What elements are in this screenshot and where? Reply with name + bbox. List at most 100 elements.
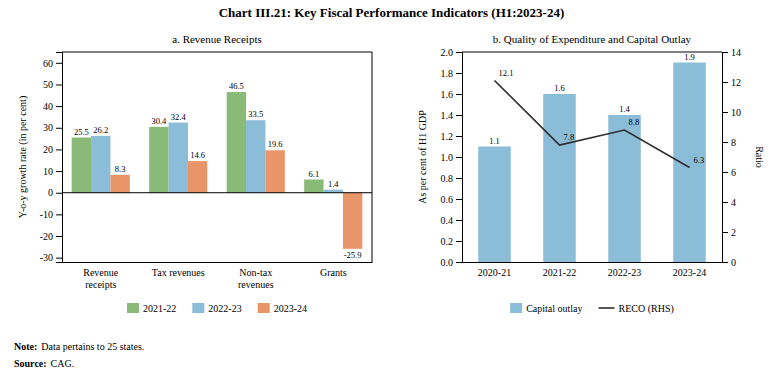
chart-svg: Chart III.21: Key Fiscal Performance Ind…	[0, 0, 783, 383]
data-label: 6.3	[694, 155, 705, 165]
y-tick-mark	[56, 128, 62, 129]
y2-tick-label: 14	[731, 47, 741, 58]
y2-tick-mark	[722, 82, 728, 83]
bar	[149, 127, 168, 193]
legend-swatch	[192, 303, 204, 313]
marks	[478, 63, 706, 263]
x-tick-label-line: 2022-23	[608, 267, 641, 278]
y-tick: -30	[40, 252, 62, 263]
legend: Capital outlay RECO (RHS)	[510, 303, 674, 315]
y-tick: -20	[40, 231, 62, 242]
x-tick: Grants	[320, 267, 347, 278]
legend-swatch	[510, 303, 522, 313]
x-tick-label-line: Non-tax	[239, 267, 272, 278]
legend-label: 2022-23	[208, 303, 241, 314]
y-tick: 0.4	[441, 215, 463, 226]
data-label: 19.6	[268, 139, 283, 149]
y-tick-mark	[56, 236, 62, 237]
y-tick: 1.6	[441, 89, 463, 100]
annotation: Note:Data pertains to 25 states.	[14, 341, 144, 352]
y-tick: 0.0	[441, 257, 463, 268]
data-label: 6.1	[309, 169, 320, 179]
y-tick-label: 1.0	[441, 152, 454, 163]
data-label: 8.8	[629, 117, 640, 127]
y-tick-mark	[56, 171, 62, 172]
legend-item: Capital outlay	[510, 303, 582, 314]
line	[495, 81, 690, 168]
zero-line	[62, 192, 372, 193]
y-tick: 1.0	[441, 152, 463, 163]
y-tick-mark	[56, 106, 62, 107]
legend-item: 2021-22	[127, 303, 176, 314]
bar	[110, 175, 129, 193]
x-axis: 2020-212021-222022-232023-24	[463, 263, 723, 279]
legend-swatch	[127, 303, 139, 313]
y-tick-mark	[56, 258, 62, 259]
y-axis: 0.00.20.40.60.81.01.21.41.61.82.0	[441, 47, 463, 268]
y-tick: 2.0	[441, 47, 463, 58]
x-tick-label-line: receipts	[85, 279, 116, 290]
y2-tick-label: 2	[731, 227, 736, 238]
data-label: 1.4	[328, 179, 339, 189]
x-tick: Revenuereceipts	[83, 267, 119, 290]
x-tick-label: 2022-23	[608, 267, 641, 278]
figure-title: Chart III.21: Key Fiscal Performance Ind…	[219, 5, 565, 20]
x-tick-label: 2021-22	[543, 267, 576, 278]
y-tick: 1.4	[441, 110, 463, 121]
y-tick: 1.8	[441, 68, 463, 79]
bar-series	[110, 150, 362, 249]
x-tick-label-line: Tax revenues	[152, 267, 205, 278]
data-label: 8.3	[115, 164, 126, 174]
y-tick-label: 30	[43, 122, 53, 133]
y2-tick-mark	[722, 262, 728, 263]
y-tick: 10	[43, 166, 62, 177]
bar-series	[478, 63, 706, 263]
y-tick-mark	[456, 52, 462, 53]
y-tick-mark	[56, 63, 62, 64]
marks	[62, 92, 372, 249]
y2-tick-mark	[722, 52, 728, 53]
y-tick-label: 0.6	[441, 194, 454, 205]
axis-line	[456, 53, 463, 263]
y-tick-label: -30	[40, 252, 53, 263]
data-label: 1.9	[684, 52, 695, 62]
bar	[227, 92, 246, 193]
data-label: 1.1	[489, 136, 500, 146]
x-tick-label: 2020-21	[478, 267, 511, 278]
legend-label: 2021-22	[143, 303, 176, 314]
y-tick-label: 60	[43, 58, 53, 69]
bar	[673, 63, 706, 263]
data-label: 46.5	[229, 81, 244, 91]
data-label: 12.1	[499, 68, 514, 78]
y-tick-mark	[456, 178, 462, 179]
legend-label: RECO (RHS)	[619, 303, 674, 315]
y-tick-label: 10	[43, 166, 53, 177]
y2-tick: 12	[722, 77, 741, 88]
y-tick-mark	[456, 262, 462, 263]
data-labels: 25.530.446.56.126.232.433.51.48.314.619.…	[74, 81, 362, 260]
panel: a. Revenue ReceiptsRevenuereceiptsTax re…	[17, 33, 373, 314]
axis-line	[723, 53, 729, 263]
y-tick-label: 0.0	[441, 257, 454, 268]
data-label: 1.6	[554, 83, 565, 93]
y2-tick: 6	[722, 167, 736, 178]
y-tick-mark	[456, 241, 462, 242]
y-tick: 0.2	[441, 236, 463, 247]
y2-tick-mark	[722, 202, 728, 203]
y2-axis-title: Ratio	[754, 146, 765, 168]
y-tick-label: 1.2	[441, 131, 454, 142]
legend-label: Capital outlay	[526, 303, 582, 314]
x-tick: 2020-21	[478, 267, 511, 278]
legend-item: RECO (RHS)	[599, 303, 674, 315]
y-tick-label: 1.4	[441, 110, 454, 121]
x-tick-label-line: 2021-22	[543, 267, 576, 278]
y2-tick-mark	[722, 112, 728, 113]
y-tick-mark	[456, 199, 462, 200]
y2-tick: 10	[722, 107, 741, 118]
y2-tick: 8	[722, 137, 736, 148]
y-tick-label: 40	[43, 101, 53, 112]
y2-axis: 02468101214	[722, 47, 741, 268]
annotation-part: Source:	[14, 358, 47, 369]
y2-tick-label: 10	[731, 107, 741, 118]
y-tick: 50	[43, 79, 62, 90]
